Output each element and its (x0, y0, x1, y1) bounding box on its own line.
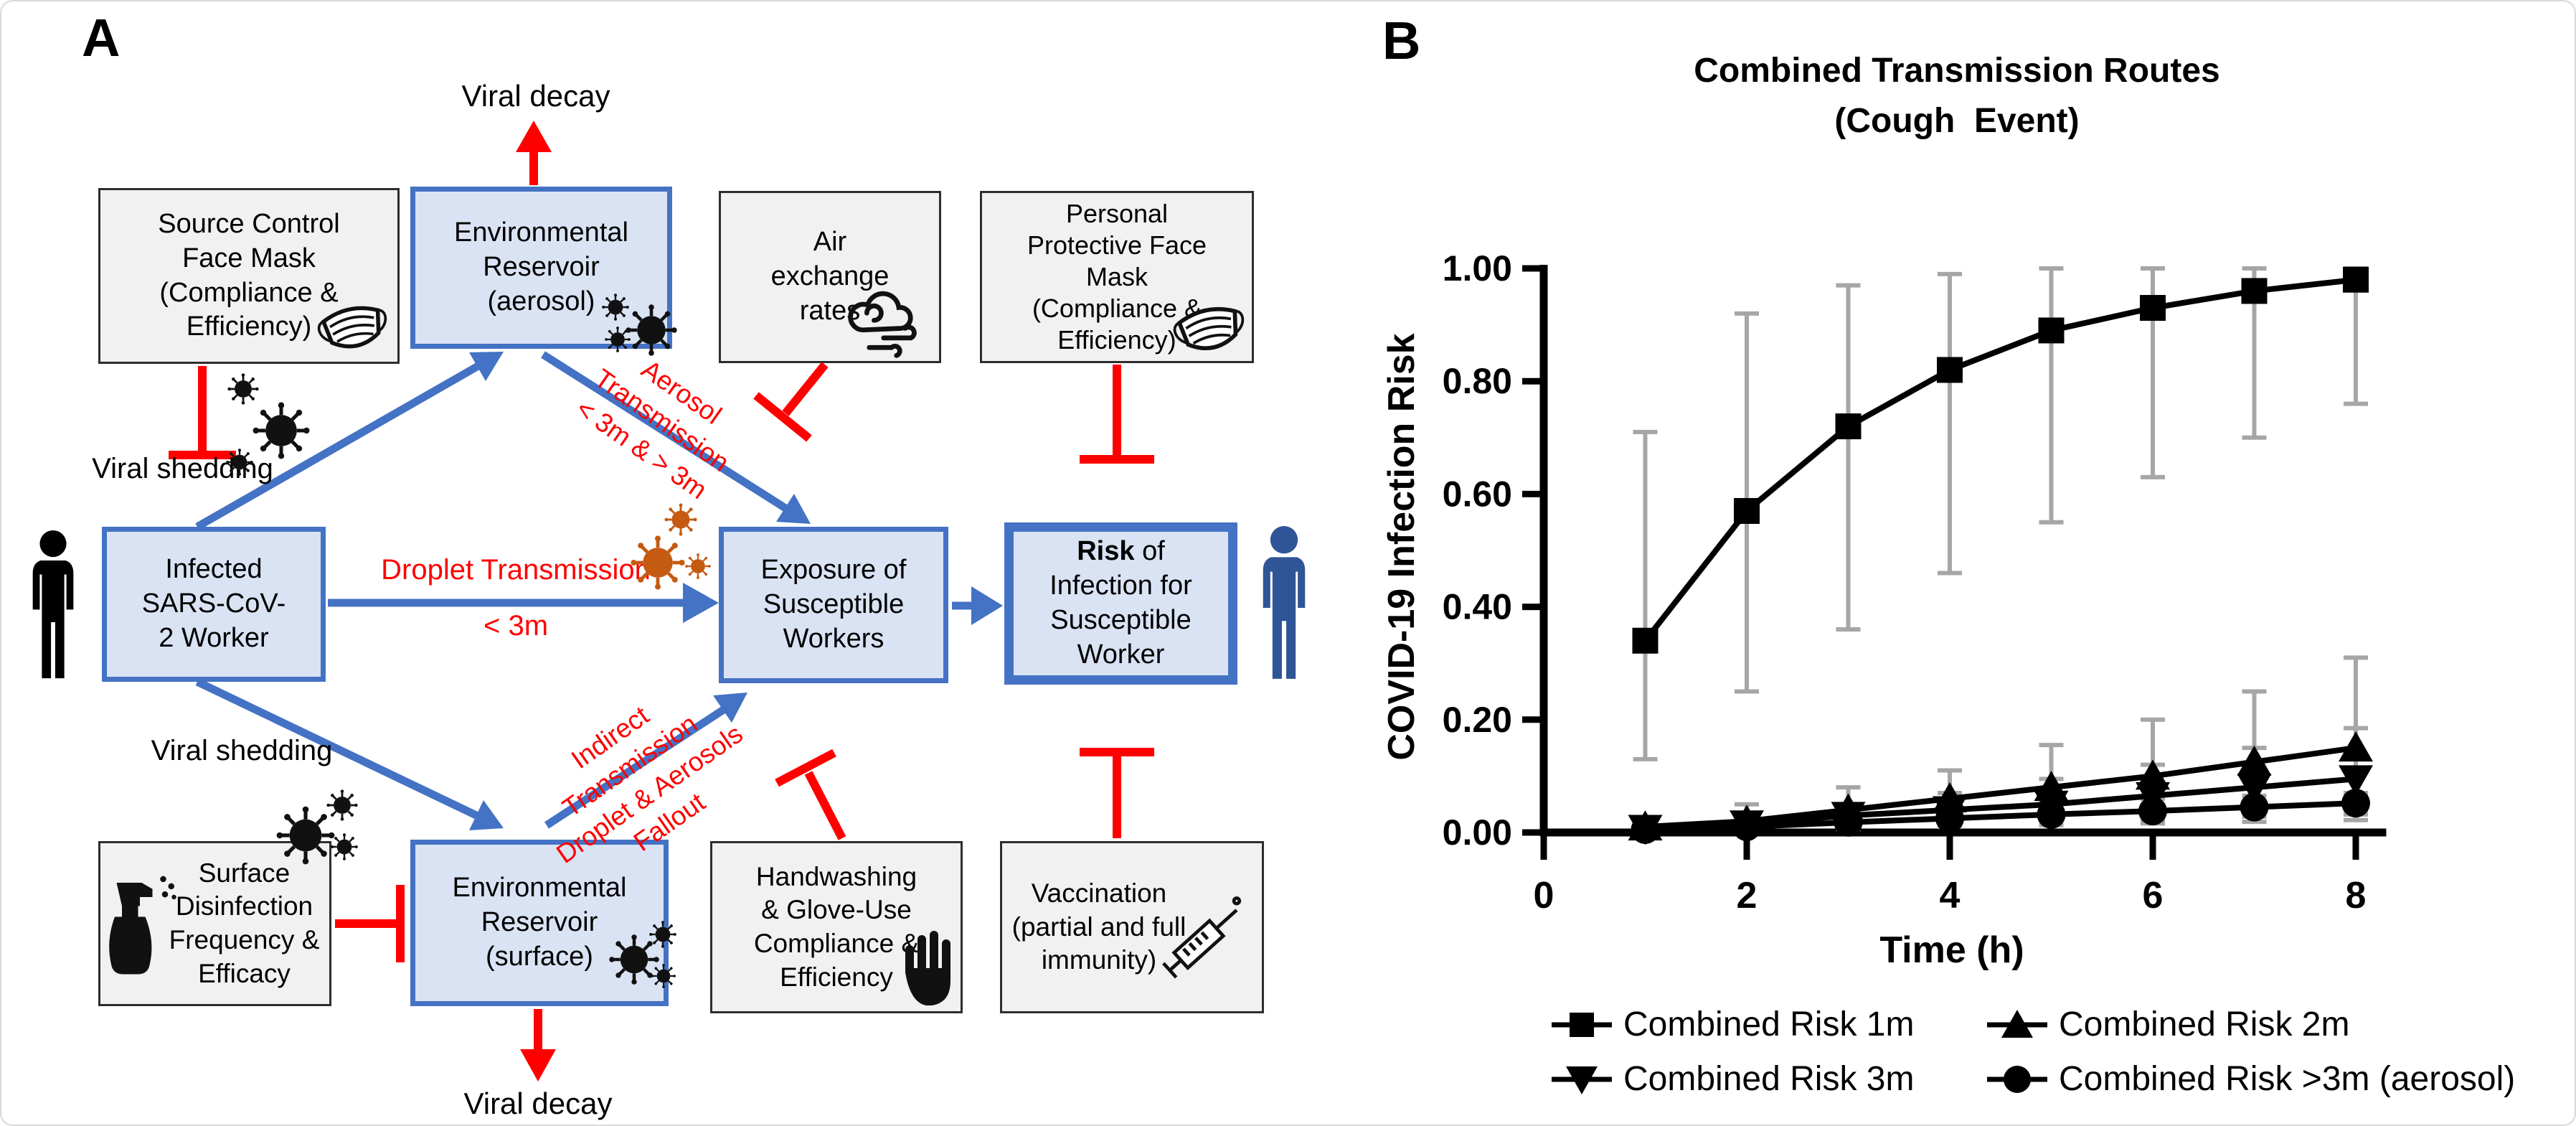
virus-icon (601, 293, 630, 322)
legend-item-gt3m-aerosol: Combined Risk >3m (aerosol) (1986, 1059, 2515, 1099)
svg-text:0: 0 (1534, 875, 1554, 916)
risk-word-bold: Risk (1077, 536, 1135, 567)
virus-clusters (225, 293, 712, 989)
arrowhead-viral-decay-up (516, 121, 552, 152)
arrow-aerosol-transmission (541, 351, 790, 513)
box-surface-disinfection-label: Surface Disinfection Frequency & Efficac… (169, 858, 320, 988)
virus-cluster-shedding-bottom (277, 789, 359, 865)
tbar-handwashing-cap (775, 749, 836, 787)
box-infected-worker-label: Infected SARS-CoV- 2 Worker (141, 554, 286, 653)
virus-icon (664, 502, 698, 537)
box-environmental-reservoir-aerosol: Environmental Reservoir (aerosol) (410, 187, 672, 349)
svg-text:0.40: 0.40 (1443, 587, 1512, 627)
virus-icon (227, 372, 260, 405)
box-env-surface-label: Environmental Reservoir (surface) (452, 873, 627, 972)
box-handwashing-glove-use: Handwashing & Glove-Use Compliance & Eff… (710, 841, 963, 1013)
virus-icon (631, 535, 684, 589)
panel-a: A (1, 1, 1329, 1125)
box-risk-of-infection: Risk of Infection for Susceptible Worker (1004, 522, 1237, 685)
box-air-exchange-rates: Air exchange rates (719, 191, 941, 363)
box-surface-disinfection: Surface Disinfection Frequency & Efficac… (98, 841, 331, 1006)
arrow-indirect-transmission (544, 705, 727, 829)
legend-marker-circle (1987, 1066, 2047, 1093)
viral-decay-bottom-label: Viral decay (463, 1087, 613, 1120)
box-exposure-susceptible-workers: Exposure of Susceptible Workers (719, 527, 948, 683)
viral-shedding-top-label: Viral shedding (92, 453, 273, 484)
box-vaccination: Vaccination (partial and full immunity) (1000, 841, 1264, 1013)
virus-cluster-surface-reservoir (609, 920, 677, 989)
legend-marker-triangle-down (1552, 1066, 1612, 1094)
legend-marker-triangle-up (1987, 1010, 2047, 1038)
virus-icon (225, 448, 254, 477)
svg-text:0.80: 0.80 (1443, 361, 1512, 401)
box-environmental-reservoir-surface: Environmental Reservoir (surface) (410, 840, 669, 1006)
arrowhead-indirect-to-exposure (713, 693, 747, 723)
virus-cluster-aerosol-reservoir (601, 293, 677, 356)
svg-text:4: 4 (1940, 875, 1961, 916)
intervention-inhibitors (169, 121, 1154, 1082)
arrow-shedding-to-aerosol-reservoir (195, 361, 483, 530)
box-vaccination-label: Vaccination (partial and full immunity) (1011, 878, 1186, 975)
chart-title: Combined Transmission Routes (Cough Even… (1694, 52, 2220, 140)
svg-text:0.20: 0.20 (1443, 700, 1512, 740)
legend-marker-square (1552, 1013, 1612, 1037)
legend-item-3m: Combined Risk 3m (1550, 1059, 1914, 1099)
legend-label: Combined Risk 2m (2059, 1005, 2350, 1043)
svg-text:0.00: 0.00 (1443, 812, 1512, 853)
legend-label: Combined Risk >3m (aerosol) (2059, 1060, 2516, 1098)
arrowhead-viral-decay-down (520, 1049, 556, 1082)
virus-icon (604, 326, 631, 353)
arrowhead-surface-reservoir (469, 800, 504, 830)
box-source-control-face-mask: Source Control Face Mask (Compliance & E… (98, 188, 400, 364)
panel-b: B Combined Transmission Routes (Cough Ev… (1286, 1, 2575, 1125)
svg-text:6: 6 (2143, 875, 2164, 916)
svg-text:1.00: 1.00 (1443, 248, 1512, 288)
arrowhead-droplet-to-exposure (683, 583, 719, 623)
droplet-transmission-label: Droplet Transmission (381, 554, 651, 586)
box-exposure-label: Exposure of Susceptible Workers (760, 555, 907, 654)
virus-icon (684, 553, 712, 580)
virus-icon (609, 934, 659, 985)
arrowhead-exposure-to-risk (971, 586, 1003, 625)
box-infected-worker: Infected SARS-CoV- 2 Worker (102, 527, 326, 682)
virus-icon (626, 304, 676, 355)
box-env-aerosol-label: Environmental Reservoir (aerosol) (454, 217, 628, 316)
risk-rest-text: of Infection for Susceptible Worker (1049, 536, 1192, 670)
transmission-arrows (195, 351, 1003, 830)
svg-text:2: 2 (1737, 875, 1758, 916)
tbar-air-exchange-cap (753, 392, 812, 442)
box-handwashing-label: Handwashing & Glove-Use Compliance & Eff… (753, 861, 920, 992)
tbar-air-exchange (782, 362, 829, 416)
arrow-shedding-to-surface-reservoir (195, 678, 483, 821)
legend-item-2m: Combined Risk 2m (1986, 1005, 2349, 1045)
panel-b-label: B (1382, 11, 1421, 70)
svg-text:8: 8 (2346, 875, 2367, 916)
tbar-handwashing (804, 771, 846, 840)
virus-icon (326, 789, 359, 822)
box-risk-label: Risk of Infection for Susceptible Worker (1049, 535, 1192, 672)
diagram-connectors (169, 121, 1154, 1082)
svg-text:0.60: 0.60 (1443, 474, 1512, 514)
box-personal-protective-face-mask: Personal Protective Face Mask (Complianc… (980, 191, 1254, 363)
arrowhead-aerosol-to-exposure (776, 494, 811, 524)
x-axis-label: Time (h) (1879, 929, 2024, 971)
virus-cluster-droplet-orange (631, 502, 712, 589)
virus-cluster-shedding-top (225, 372, 310, 477)
chart-plot-area: 1.00 0.80 0.60 0.40 0.20 0.00 0 2 4 6 8 (1443, 248, 2387, 916)
virus-icon (277, 807, 335, 865)
arrowhead-aerosol-reservoir (469, 352, 504, 381)
legend-label: Combined Risk 3m (1623, 1060, 1915, 1098)
legend-label: Combined Risk 1m (1623, 1005, 1915, 1043)
virus-icon (651, 963, 676, 989)
virus-icon (330, 832, 359, 861)
viral-decay-top-label: Viral decay (461, 79, 610, 113)
panel-a-label: A (82, 8, 121, 67)
virus-icon (648, 920, 677, 949)
virus-icon (253, 403, 310, 459)
legend-item-1m: Combined Risk 1m (1550, 1005, 1914, 1045)
droplet-distance-label: < 3m (483, 610, 549, 642)
box-source-control-label: Source Control Face Mask (Compliance & E… (158, 208, 340, 342)
viral-shedding-bottom-label: Viral shedding (151, 735, 333, 766)
